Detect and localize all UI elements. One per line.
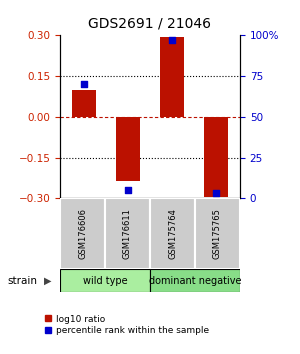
Legend: log10 ratio, percentile rank within the sample: log10 ratio, percentile rank within the … — [40, 311, 213, 339]
Text: GDS2691 / 21046: GDS2691 / 21046 — [88, 16, 212, 30]
Point — [169, 38, 174, 43]
Bar — [60, 269, 150, 292]
Point — [82, 81, 86, 87]
Bar — [105, 198, 150, 269]
Text: dominant negative: dominant negative — [149, 275, 241, 286]
Point — [214, 190, 218, 196]
Text: GSM176611: GSM176611 — [123, 208, 132, 259]
Bar — [116, 117, 140, 181]
Bar — [60, 198, 105, 269]
Text: GSM176606: GSM176606 — [78, 208, 87, 259]
Text: wild type: wild type — [83, 275, 127, 286]
Text: ▶: ▶ — [44, 275, 51, 286]
Text: strain: strain — [8, 275, 38, 286]
Text: GSM175765: GSM175765 — [213, 208, 222, 259]
Bar — [150, 269, 240, 292]
Bar — [204, 117, 228, 197]
Bar — [195, 198, 240, 269]
Bar — [150, 198, 195, 269]
Bar — [160, 37, 184, 117]
Bar — [72, 90, 96, 117]
Point — [126, 187, 130, 193]
Text: GSM175764: GSM175764 — [168, 208, 177, 259]
